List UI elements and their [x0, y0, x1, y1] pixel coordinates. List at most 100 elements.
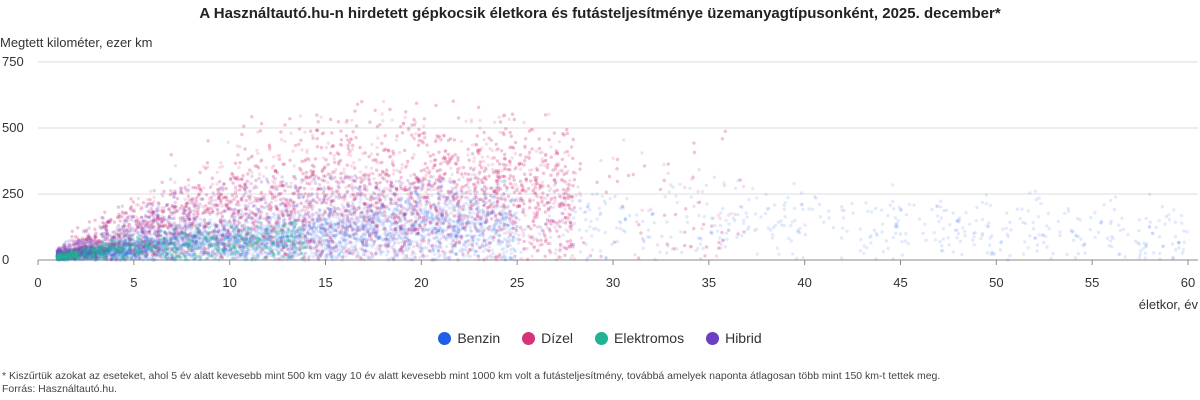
data-point — [1058, 234, 1062, 238]
data-point — [492, 196, 496, 200]
data-point — [492, 194, 496, 199]
data-point — [1109, 219, 1114, 223]
data-point — [385, 194, 389, 198]
data-point — [980, 217, 985, 222]
data-point — [379, 252, 383, 256]
data-point — [142, 235, 146, 239]
data-point — [185, 241, 189, 246]
data-point — [782, 207, 787, 212]
data-point — [608, 197, 612, 201]
data-point — [287, 234, 291, 239]
data-point — [232, 218, 236, 222]
data-point — [403, 228, 407, 232]
data-point — [1121, 227, 1126, 232]
data-point — [891, 257, 895, 261]
data-point — [604, 256, 608, 260]
data-point — [420, 220, 424, 224]
data-point — [984, 202, 989, 206]
data-point — [869, 210, 874, 214]
data-point — [1120, 216, 1124, 220]
data-point — [494, 221, 498, 226]
data-point — [72, 252, 76, 257]
data-point — [960, 252, 964, 257]
data-point — [292, 250, 296, 255]
data-point — [427, 249, 431, 253]
data-point — [463, 228, 468, 232]
data-point — [894, 224, 898, 229]
data-point — [640, 236, 645, 241]
data-point — [333, 234, 337, 238]
data-point — [470, 215, 474, 219]
data-point — [511, 247, 515, 251]
data-point — [635, 213, 639, 217]
data-point — [327, 248, 331, 252]
data-point — [618, 227, 622, 231]
x-tick-label: 0 — [34, 275, 41, 290]
data-point — [904, 213, 909, 217]
data-point — [948, 223, 952, 227]
data-point — [63, 251, 68, 255]
data-point — [935, 204, 939, 208]
data-point — [891, 235, 895, 240]
data-point — [454, 252, 458, 256]
x-tick-label: 45 — [893, 275, 907, 290]
data-point — [971, 238, 975, 242]
data-point — [371, 254, 375, 259]
data-point — [1173, 220, 1178, 224]
data-point — [598, 213, 602, 217]
data-point — [932, 231, 936, 235]
data-point — [755, 252, 759, 256]
data-point — [73, 247, 78, 251]
data-point — [106, 250, 110, 255]
data-point — [753, 212, 758, 216]
data-point — [93, 252, 97, 256]
data-point — [435, 236, 439, 240]
data-point — [985, 251, 990, 255]
data-point — [471, 237, 475, 242]
data-point — [1171, 256, 1175, 260]
data-point — [56, 255, 60, 259]
data-point — [839, 256, 844, 260]
data-point — [122, 247, 126, 251]
data-point — [894, 222, 898, 226]
data-point — [378, 218, 383, 223]
data-point — [782, 223, 786, 228]
data-point — [489, 255, 493, 260]
data-point — [1180, 221, 1184, 225]
data-point — [1041, 233, 1045, 237]
data-point — [747, 197, 751, 202]
data-point — [134, 246, 138, 251]
data-point — [444, 213, 448, 217]
data-point — [472, 211, 476, 215]
data-point — [1021, 252, 1026, 256]
data-point — [590, 248, 595, 252]
data-point — [112, 253, 116, 257]
data-point — [869, 241, 873, 245]
data-point — [1137, 229, 1141, 233]
data-point — [924, 238, 928, 242]
data-point — [700, 189, 705, 194]
x-tick-label: 20 — [414, 275, 428, 290]
data-point — [973, 230, 977, 235]
data-point — [316, 216, 320, 221]
data-point — [678, 182, 682, 187]
data-point — [1154, 225, 1158, 230]
data-point — [473, 252, 477, 257]
data-point — [803, 233, 808, 237]
data-point — [1177, 246, 1181, 250]
data-point — [411, 207, 416, 211]
data-point — [787, 236, 791, 241]
x-tick-label: 40 — [797, 275, 811, 290]
data-point — [584, 229, 589, 233]
data-point — [160, 246, 164, 250]
data-point — [310, 251, 314, 255]
data-point — [111, 253, 116, 258]
data-point — [505, 249, 509, 254]
data-point — [627, 213, 632, 218]
data-point — [786, 195, 790, 200]
data-point — [1005, 232, 1009, 236]
data-point — [381, 243, 385, 247]
data-point — [1117, 223, 1121, 227]
data-point — [648, 235, 652, 239]
data-point — [215, 240, 219, 244]
